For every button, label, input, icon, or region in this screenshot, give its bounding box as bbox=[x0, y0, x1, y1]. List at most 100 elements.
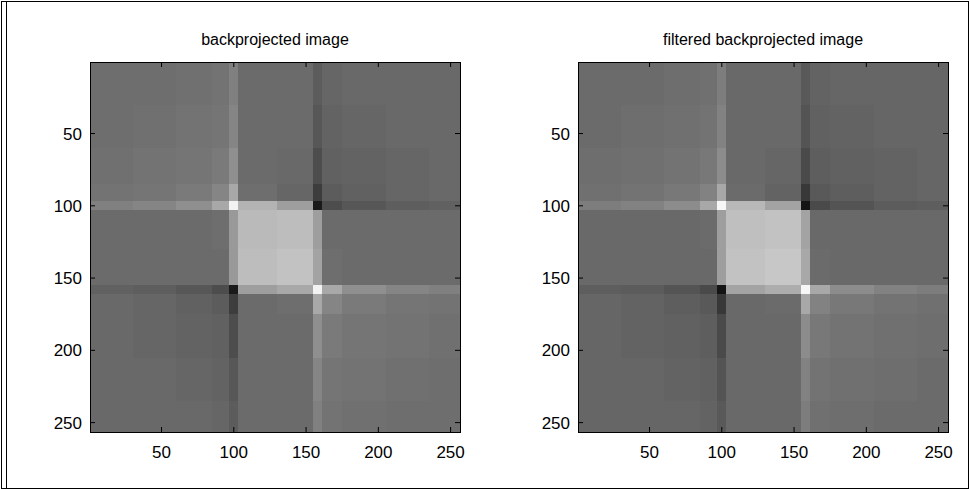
cell bbox=[429, 184, 460, 202]
cell bbox=[874, 210, 918, 250]
x-tick bbox=[938, 427, 939, 432]
cell bbox=[386, 358, 430, 402]
cell bbox=[90, 105, 133, 149]
cell bbox=[801, 358, 810, 402]
cell bbox=[717, 148, 726, 185]
cell bbox=[212, 314, 230, 358]
cell bbox=[342, 401, 386, 432]
cell bbox=[386, 285, 430, 294]
cell bbox=[90, 401, 133, 432]
cell bbox=[578, 210, 621, 250]
cell bbox=[874, 285, 918, 294]
cell bbox=[801, 294, 810, 315]
y-tick-label: 50 bbox=[63, 125, 82, 144]
cell bbox=[133, 201, 177, 210]
cell bbox=[664, 314, 701, 358]
cell bbox=[874, 401, 918, 432]
cell bbox=[717, 201, 726, 210]
y-tick bbox=[90, 133, 95, 134]
cell bbox=[664, 358, 701, 402]
cell bbox=[801, 401, 810, 432]
cell bbox=[386, 401, 430, 432]
cell bbox=[830, 358, 874, 402]
cell bbox=[238, 148, 278, 185]
cell bbox=[238, 201, 278, 210]
cell bbox=[429, 62, 460, 105]
cell bbox=[277, 210, 314, 250]
cell bbox=[238, 62, 278, 105]
cell bbox=[133, 285, 177, 294]
x-tick-top bbox=[721, 62, 722, 67]
cell bbox=[810, 285, 831, 294]
cell bbox=[238, 358, 278, 402]
cell bbox=[429, 401, 460, 432]
cell bbox=[830, 184, 874, 202]
cell bbox=[726, 358, 766, 402]
cell bbox=[717, 401, 726, 432]
cell bbox=[621, 62, 665, 105]
x-tick-top bbox=[233, 62, 234, 67]
cell bbox=[212, 62, 230, 105]
y-tick-right bbox=[943, 205, 948, 206]
y-tick-right bbox=[455, 205, 460, 206]
cell bbox=[90, 201, 133, 210]
cell bbox=[664, 285, 701, 294]
cell bbox=[133, 184, 177, 202]
x-tick-label: 50 bbox=[640, 443, 659, 462]
cell bbox=[917, 314, 948, 358]
cell bbox=[429, 210, 460, 250]
cell bbox=[429, 201, 460, 210]
cell bbox=[578, 148, 621, 185]
x-tick bbox=[721, 427, 722, 432]
cell bbox=[322, 294, 343, 315]
cell bbox=[90, 148, 133, 185]
cell bbox=[238, 314, 278, 358]
cell bbox=[277, 148, 314, 185]
cell bbox=[176, 358, 213, 402]
cell bbox=[277, 105, 314, 149]
cell bbox=[322, 148, 343, 185]
cell bbox=[313, 201, 322, 210]
cell bbox=[917, 184, 948, 202]
y-tick bbox=[578, 350, 583, 351]
cell bbox=[917, 105, 948, 149]
x-tick-top bbox=[450, 62, 451, 67]
cell bbox=[322, 210, 343, 250]
cell bbox=[133, 358, 177, 402]
cell bbox=[765, 184, 802, 202]
cell bbox=[313, 249, 322, 286]
y-tick-right bbox=[455, 278, 460, 279]
cell bbox=[621, 314, 665, 358]
cell bbox=[90, 314, 133, 358]
cell bbox=[277, 201, 314, 210]
cell bbox=[212, 184, 230, 202]
cell bbox=[726, 62, 766, 105]
cell bbox=[176, 148, 213, 185]
cell bbox=[578, 294, 621, 315]
cell bbox=[313, 401, 322, 432]
y-tick-label: 250 bbox=[54, 414, 82, 433]
cell bbox=[90, 294, 133, 315]
x-tick-top bbox=[794, 62, 795, 67]
cell bbox=[765, 358, 802, 402]
y-tick bbox=[90, 278, 95, 279]
y-tick bbox=[578, 205, 583, 206]
cell bbox=[664, 249, 701, 286]
cell bbox=[830, 201, 874, 210]
cell bbox=[830, 210, 874, 250]
cell bbox=[322, 401, 343, 432]
cell bbox=[277, 249, 314, 286]
cell bbox=[700, 401, 718, 432]
cell bbox=[277, 285, 314, 294]
cell bbox=[801, 249, 810, 286]
cell bbox=[664, 184, 701, 202]
cell bbox=[429, 249, 460, 286]
cell bbox=[917, 294, 948, 315]
y-tick bbox=[578, 422, 583, 423]
cell bbox=[765, 62, 802, 105]
y-tick-label: 150 bbox=[54, 269, 82, 288]
cell bbox=[238, 249, 278, 286]
cell bbox=[212, 210, 230, 250]
cell bbox=[621, 184, 665, 202]
cell bbox=[212, 294, 230, 315]
